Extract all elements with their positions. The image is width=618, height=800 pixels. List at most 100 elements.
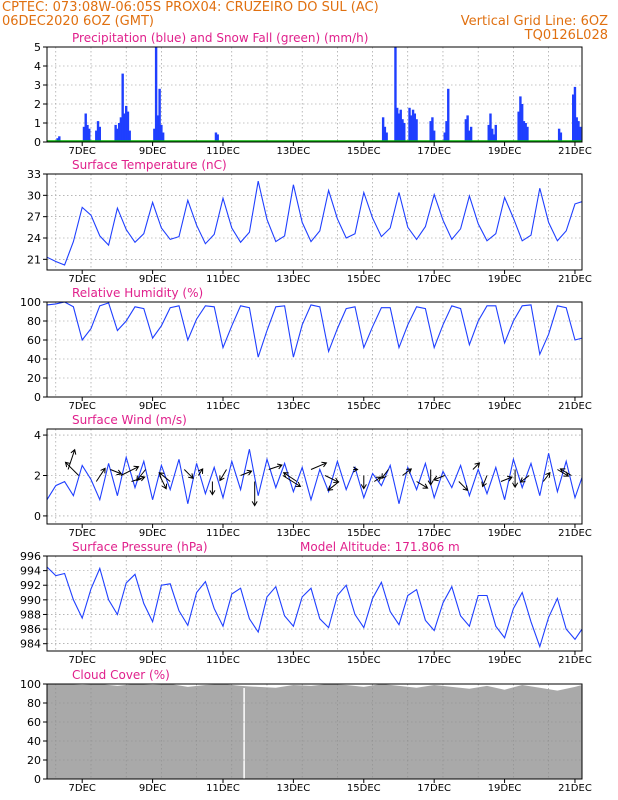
y-tick-label: 60 <box>27 716 41 729</box>
precip-bar <box>408 107 411 142</box>
x-tick-label: 9DEC <box>139 274 166 285</box>
y-tick-label: 5 <box>34 41 41 54</box>
y-tick-label: 996 <box>20 550 41 563</box>
x-tick-label: 15DEC <box>347 274 381 285</box>
x-tick-label: 15DEC <box>347 146 381 157</box>
wind-vector-arrow <box>183 469 194 479</box>
y-tick-label: 30 <box>27 189 41 202</box>
header-grid-note: Vertical Grid Line: 6OZ <box>460 14 608 29</box>
precip-bar <box>469 126 473 142</box>
y-tick-label: 40 <box>27 735 41 748</box>
precip-bar <box>119 117 123 142</box>
panel-frame <box>46 301 583 398</box>
precip-bar <box>116 128 119 142</box>
y-tick-label: 80 <box>27 697 41 710</box>
precip-bar <box>401 119 404 142</box>
wind-vector-arrow <box>500 475 513 482</box>
x-tick-label: 21DEC <box>558 655 592 666</box>
precip-bar <box>84 113 87 142</box>
wind-vector-arrow <box>353 466 359 473</box>
x-tick-label: 21DEC <box>558 783 592 794</box>
precip-bar <box>577 121 580 142</box>
precip-bar <box>468 130 471 142</box>
x-tick-label: 9DEC <box>139 401 166 412</box>
y-tick-label: 2 <box>34 469 41 482</box>
precip-bar <box>153 128 156 142</box>
precip-bar <box>522 121 526 142</box>
precip-bar <box>519 96 522 142</box>
header-model-code: TQ0126L028 <box>524 28 608 43</box>
precip-bar <box>445 121 448 142</box>
x-tick-label: 9DEC <box>139 783 166 794</box>
x-tick-label: 13DEC <box>277 783 311 794</box>
y-tick-label: 20 <box>27 372 41 385</box>
cloud-cover-area <box>47 684 582 779</box>
y-tick-label: 3 <box>34 79 41 92</box>
precip-bar <box>492 134 496 142</box>
panel-frame <box>46 428 583 525</box>
pressure-series-line <box>47 566 582 649</box>
wind-vector-arrow <box>282 472 298 482</box>
precip-bar <box>431 117 434 142</box>
precip-bar <box>98 126 101 142</box>
y-tick-label: 988 <box>20 608 41 621</box>
precip-bar <box>154 47 158 142</box>
precip-bar <box>161 132 165 142</box>
precip-bar <box>403 123 406 142</box>
panel-frame <box>46 683 583 780</box>
precip-bar <box>410 115 413 142</box>
precip-bar <box>517 111 520 142</box>
wind-vector-arrow <box>416 481 429 489</box>
x-tick-label: 15DEC <box>347 783 381 794</box>
x-tick-label: 17DEC <box>417 274 451 285</box>
x-tick-label: 19DEC <box>488 528 522 539</box>
x-tick-label: 17DEC <box>417 655 451 666</box>
x-tick-label: 9DEC <box>139 146 166 157</box>
x-tick-label: 7DEC <box>69 401 96 412</box>
x-tick-label: 13DEC <box>277 401 311 412</box>
cloud-title: Cloud Cover (%) <box>72 668 170 682</box>
y-tick-label: 4 <box>34 429 41 442</box>
x-tick-label: 17DEC <box>417 528 451 539</box>
precip-bar <box>579 126 582 142</box>
x-tick-label: 19DEC <box>488 783 522 794</box>
wind-vector-arrow <box>64 461 80 476</box>
precip-bar <box>575 117 578 142</box>
y-tick-label: 1 <box>34 117 41 130</box>
panel-frame <box>46 555 583 652</box>
precip-bar <box>413 113 417 142</box>
x-tick-label: 11DEC <box>206 401 240 412</box>
precip-bar <box>520 104 524 142</box>
wind-series-line <box>47 449 582 504</box>
x-tick-label: 13DEC <box>277 146 311 157</box>
y-tick-label: 4 <box>34 60 41 73</box>
y-tick-label: 60 <box>27 334 41 347</box>
y-tick-label: 100 <box>20 296 41 309</box>
x-tick-label: 17DEC <box>417 401 451 412</box>
y-tick-label: 994 <box>20 565 41 578</box>
x-tick-label: 11DEC <box>206 274 240 285</box>
precip-bar <box>58 136 61 142</box>
y-tick-label: 992 <box>20 579 41 592</box>
wind-vector-arrow <box>310 461 328 470</box>
y-tick-label: 990 <box>20 594 41 607</box>
precip-bar <box>494 124 497 142</box>
precip-bar <box>383 126 387 142</box>
x-tick-label: 15DEC <box>347 401 381 412</box>
x-tick-label: 13DEC <box>277 274 311 285</box>
y-tick-label: 0 <box>34 510 41 523</box>
x-tick-label: 7DEC <box>69 146 96 157</box>
precip-bar <box>429 121 432 142</box>
precip-bar <box>95 130 98 142</box>
x-tick-label: 19DEC <box>488 146 522 157</box>
y-tick-label: 33 <box>27 168 41 181</box>
y-tick-label: 984 <box>20 638 41 651</box>
x-tick-label: 13DEC <box>277 528 311 539</box>
precip-bar <box>397 113 401 142</box>
wind-vector-arrow <box>481 475 488 488</box>
x-tick-label: 7DEC <box>69 274 96 285</box>
precip-bar <box>464 119 468 142</box>
x-tick-label: 11DEC <box>206 655 240 666</box>
y-tick-label: 40 <box>27 353 41 366</box>
pressure-title: Surface Pressure (hPa) <box>72 540 208 554</box>
